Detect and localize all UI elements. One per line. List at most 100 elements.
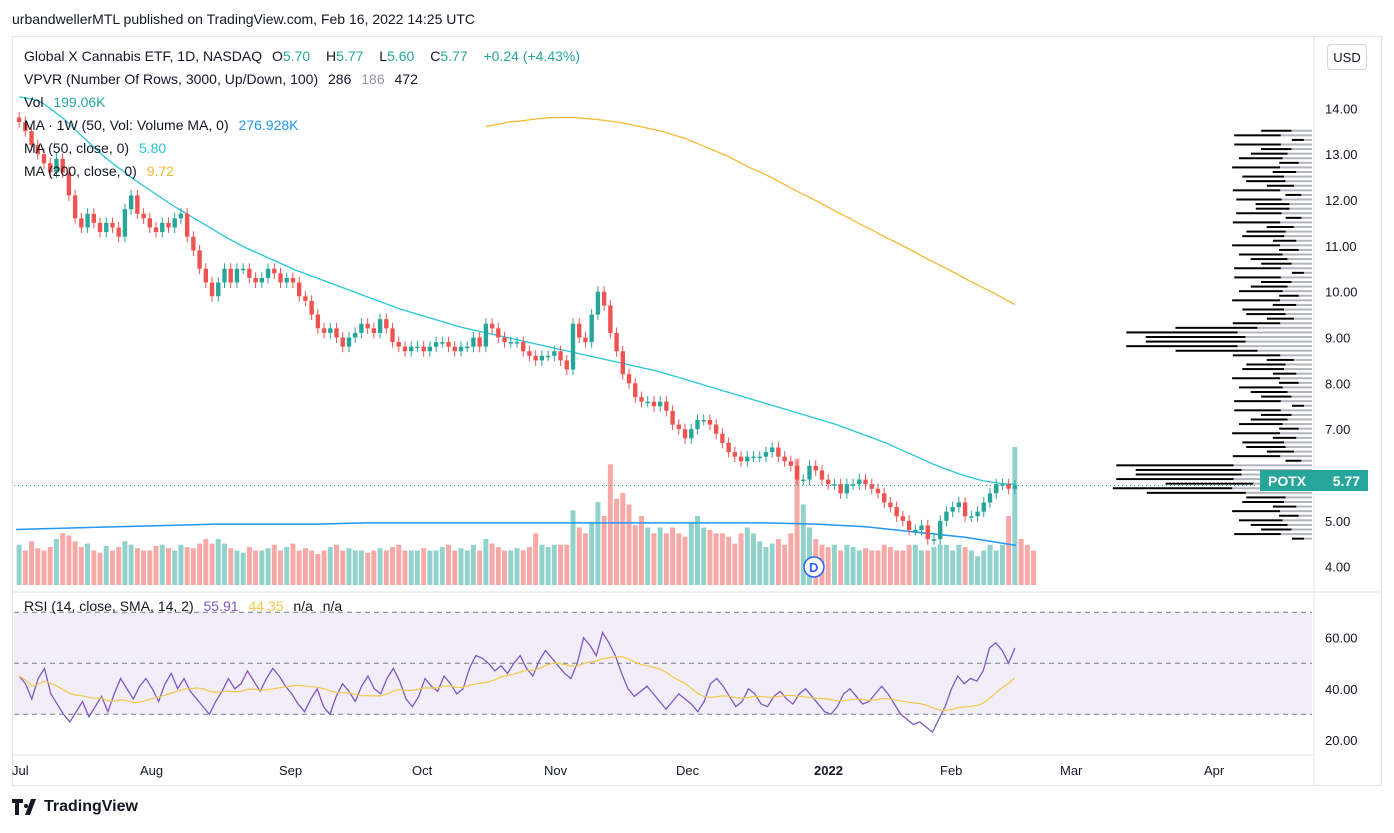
volume-bar — [159, 544, 165, 585]
vpvr-row-down — [1287, 418, 1312, 421]
vpvr-row-down — [1257, 349, 1312, 352]
vpvr-row-down — [1293, 184, 1312, 187]
candle — [514, 336, 520, 348]
candle-body — [1012, 485, 1018, 489]
vpvr-row-up — [1126, 345, 1238, 348]
vpvr-legend[interactable]: VPVR (Number Of Rows, 3000, Up/Down, 100… — [24, 71, 424, 87]
candle-body — [489, 323, 495, 329]
candle-body — [689, 429, 694, 439]
vpvr-row-up — [1165, 482, 1254, 485]
candle-body — [272, 268, 277, 274]
candle — [975, 506, 980, 522]
candle-body — [888, 502, 893, 508]
ma200-legend[interactable]: MA (200, close, 0) 9.72 — [24, 163, 180, 179]
candle-body — [85, 213, 90, 228]
volume-bar — [259, 550, 265, 585]
candle — [265, 263, 271, 284]
dividend-letter: D — [809, 560, 818, 575]
volume-bar — [458, 548, 464, 585]
vpvr-row-up — [1232, 432, 1281, 435]
volume-bar — [626, 504, 632, 585]
candle — [857, 474, 862, 490]
candle-body — [278, 273, 283, 283]
candle-body — [657, 401, 663, 407]
symbol-legend: Global X Cannabis ETF, 1D, NASDAQ O5.70 … — [24, 48, 581, 64]
candle — [533, 350, 538, 366]
volume-bar — [284, 547, 290, 585]
vol-legend[interactable]: Vol 199.06K — [24, 94, 112, 110]
volume-bar — [153, 545, 159, 585]
vpvr-row-down — [1280, 267, 1312, 270]
candle — [713, 419, 719, 440]
price-tick-label: 12.00 — [1325, 193, 1358, 208]
candle-body — [135, 195, 140, 214]
volume-bar — [278, 550, 283, 585]
open-value: 5.70 — [282, 48, 311, 64]
ma200-value: 9.72 — [146, 163, 174, 179]
candle-body — [172, 218, 177, 228]
candle-body — [384, 319, 389, 329]
vpvr-row-up — [1238, 423, 1283, 426]
candle — [521, 336, 526, 357]
vpvr-row-down — [1284, 368, 1312, 371]
candle — [869, 478, 874, 495]
volume-bar — [564, 544, 570, 585]
vpvr-row-down — [1287, 152, 1312, 155]
vpvr-row-up — [1250, 285, 1288, 288]
candle — [888, 497, 893, 513]
vpvr-row-up — [1279, 381, 1299, 384]
vpvr-row-up — [1232, 455, 1281, 458]
candle-body — [110, 222, 115, 228]
vpvr-row-down — [1287, 285, 1312, 288]
candle-body — [353, 332, 358, 338]
vpvr-row-down — [1301, 459, 1312, 462]
ma1w-legend[interactable]: MA · 1W (50, Vol: Volume MA, 0) 276.928K — [24, 117, 304, 133]
volume-bar — [906, 544, 912, 585]
candle-body — [321, 328, 327, 333]
rsi-legend[interactable]: RSI (14, close, SMA, 14, 2) 55.91 44.35 … — [24, 598, 348, 614]
candle — [608, 299, 613, 339]
volume-bar — [894, 550, 900, 585]
candle-body — [240, 268, 246, 271]
candle-body — [390, 328, 395, 343]
volume-bar — [844, 544, 850, 585]
candle — [695, 414, 700, 435]
candle-body — [726, 442, 731, 453]
candle — [726, 437, 731, 458]
volume-bar — [103, 545, 109, 585]
candle — [962, 497, 968, 522]
candle-body — [682, 429, 688, 439]
volume-bar — [539, 544, 545, 585]
candle — [396, 336, 401, 353]
candles — [16, 112, 1018, 545]
candle — [97, 217, 103, 238]
candle-body — [446, 342, 451, 347]
vpvr-row-down — [1296, 372, 1312, 375]
ma50-legend[interactable]: MA (50, close, 0) 5.80 — [24, 140, 172, 156]
volume-bar — [875, 550, 881, 585]
volume-bar — [222, 543, 227, 585]
candle-body — [253, 277, 258, 283]
candle — [384, 313, 389, 334]
currency-button[interactable]: USD — [1327, 44, 1367, 70]
vpvr-row-up — [1279, 427, 1299, 430]
candle-body — [527, 351, 532, 356]
tradingview-footer[interactable]: TradingView — [12, 798, 138, 816]
vpvr-row-up — [1246, 313, 1286, 316]
vpvr-row-down — [1281, 198, 1312, 201]
candle-body — [234, 268, 240, 283]
time-tick-label: Dec — [676, 763, 700, 778]
candle — [925, 519, 930, 545]
candle — [601, 286, 607, 311]
vpvr-row-up — [1232, 166, 1281, 169]
vpvr-row-up — [1261, 262, 1292, 265]
volume-bar — [856, 550, 862, 585]
candle-body — [788, 461, 794, 466]
candle — [135, 189, 140, 220]
volume-bar — [719, 533, 725, 585]
volume-bar — [919, 550, 925, 585]
volume-bar — [78, 547, 84, 585]
volume-bar — [751, 533, 756, 585]
price-tick-label: 9.00 — [1325, 331, 1350, 346]
